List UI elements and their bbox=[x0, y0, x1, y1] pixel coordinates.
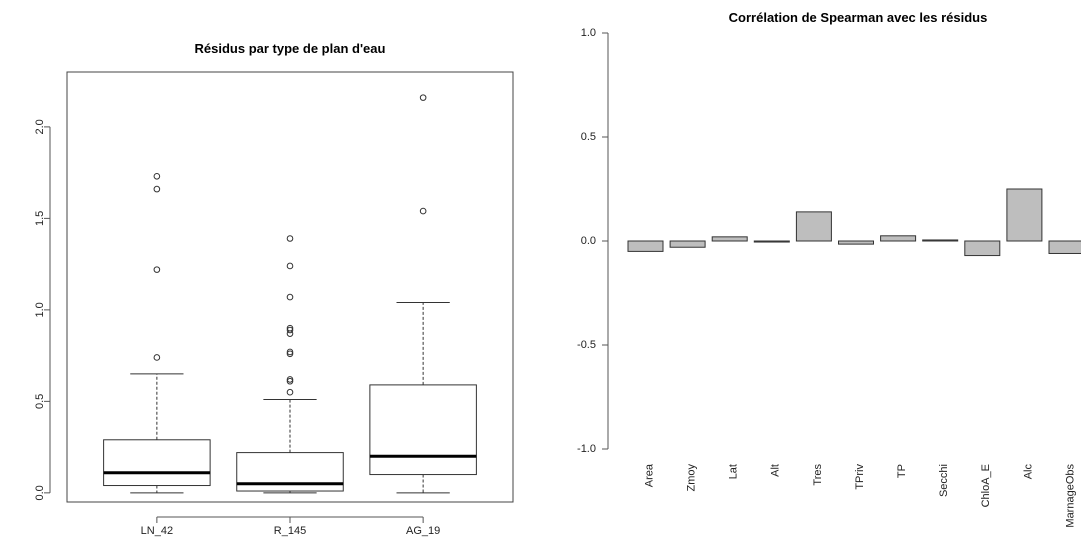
x-tick-label: TPriv bbox=[854, 464, 866, 490]
outlier-point bbox=[153, 354, 161, 361]
x-tick-label: Lat bbox=[728, 464, 740, 479]
box-LN_42 bbox=[103, 172, 211, 494]
y-tick-label: -0.5 bbox=[577, 339, 596, 351]
outlier-point bbox=[419, 94, 427, 101]
boxplot-y-axis: 0.0 0.5 1.0 1.5 2.0 bbox=[34, 119, 51, 500]
x-tick-label: Secchi bbox=[938, 464, 950, 497]
bar-TP bbox=[880, 235, 917, 242]
boxplot-x-axis: LN_42 R_145 AG_19 bbox=[141, 516, 440, 537]
outlier-point bbox=[286, 348, 294, 356]
outlier-point bbox=[286, 350, 294, 358]
outlier-point bbox=[419, 207, 427, 215]
bar-Tres bbox=[795, 211, 832, 242]
x-tick-label: Tres bbox=[812, 464, 824, 486]
outlier-point bbox=[153, 185, 161, 193]
bar-chart-y-axis: -1.0 -0.5 0.0 0.5 1.0 bbox=[577, 27, 609, 455]
y-tick-label: 1.0 bbox=[581, 27, 596, 39]
correlation-bar-chart: Corrélation de Spearman avec les résidus… bbox=[577, 10, 1081, 528]
bar-Area bbox=[627, 240, 664, 252]
outlier-point bbox=[286, 388, 294, 396]
y-tick-label: 1.5 bbox=[34, 211, 46, 226]
iqr-box bbox=[236, 452, 344, 492]
box-R_145 bbox=[236, 235, 344, 494]
x-tick-label: AG_19 bbox=[406, 525, 440, 537]
bar-Zmoy bbox=[669, 240, 706, 248]
bar-Alt bbox=[753, 240, 790, 243]
bar-ChloA_E bbox=[964, 240, 1001, 257]
outlier-point bbox=[286, 262, 294, 270]
y-tick-label: 0.0 bbox=[34, 485, 46, 500]
outlier-point bbox=[153, 172, 161, 180]
outlier-point bbox=[286, 326, 294, 334]
outlier-point bbox=[286, 376, 294, 383]
x-tick-label: R_145 bbox=[274, 525, 306, 537]
bar-chart-marks bbox=[627, 188, 1081, 257]
y-tick-label: 2.0 bbox=[34, 119, 46, 134]
bar-chart-title: Corrélation de Spearman avec les résidus bbox=[729, 10, 988, 25]
y-tick-label: 0.0 bbox=[581, 235, 596, 247]
bar-Secchi bbox=[922, 239, 959, 242]
x-tick-label: Alc bbox=[1022, 464, 1034, 480]
bar-MarnageObs bbox=[1048, 240, 1081, 254]
outlier-point bbox=[286, 235, 294, 242]
outlier-point bbox=[286, 377, 294, 385]
outlier-point bbox=[286, 293, 294, 301]
bar-TPriv bbox=[838, 240, 874, 245]
bar-Lat bbox=[711, 236, 748, 242]
iqr-box bbox=[103, 439, 211, 487]
boxplot-title: Résidus par type de plan d'eau bbox=[195, 41, 386, 56]
boxplot-chart: Résidus par type de plan d'eau 0.0 0.5 1.0… bbox=[34, 41, 514, 537]
y-tick-label: 0.5 bbox=[581, 131, 596, 143]
boxplot-frame bbox=[66, 71, 514, 503]
y-tick-label: -1.0 bbox=[577, 443, 596, 455]
x-tick-label: MarnageObs bbox=[1064, 464, 1076, 528]
x-tick-label: TP bbox=[896, 464, 908, 478]
x-tick-label: Zmoy bbox=[686, 464, 698, 492]
box-AG_19 bbox=[369, 94, 477, 494]
iqr-box bbox=[369, 384, 477, 476]
x-tick-label: LN_42 bbox=[141, 525, 173, 537]
outlier-point bbox=[153, 266, 161, 273]
x-tick-label: Alt bbox=[770, 464, 782, 477]
x-tick-label: ChloA_E bbox=[980, 464, 992, 507]
bar-Alc bbox=[1006, 188, 1043, 242]
boxplot-marks bbox=[103, 94, 477, 494]
outlier-point bbox=[286, 324, 294, 332]
y-tick-label: 0.5 bbox=[34, 394, 46, 409]
bar-chart-x-labels: Area Zmoy Lat Alt Tres TPriv TP Secchi ChloA_E Al… bbox=[643, 463, 1076, 527]
y-tick-label: 1.0 bbox=[34, 302, 46, 317]
x-tick-label: Area bbox=[643, 463, 655, 487]
